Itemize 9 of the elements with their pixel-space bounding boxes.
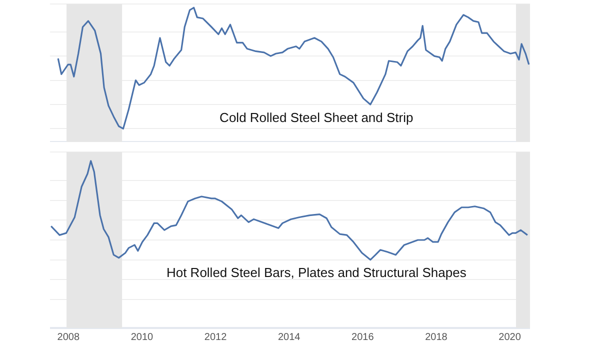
x-tick-label: 2014	[278, 332, 301, 343]
x-tick-label: 2020	[498, 332, 522, 343]
annotation: Cold Rolled Steel Sheet and Strip	[220, 110, 414, 126]
x-tick-label: 2018	[425, 332, 448, 343]
x-tick-label: 2008	[57, 332, 80, 343]
x-tick-label: 2012	[204, 332, 228, 343]
text: Hot Rolled Steel Bars, Plates and Structural Shapes	[166, 265, 467, 280]
x-tick-label: 2016	[352, 332, 374, 343]
x-tick-label: 2010	[130, 332, 154, 343]
